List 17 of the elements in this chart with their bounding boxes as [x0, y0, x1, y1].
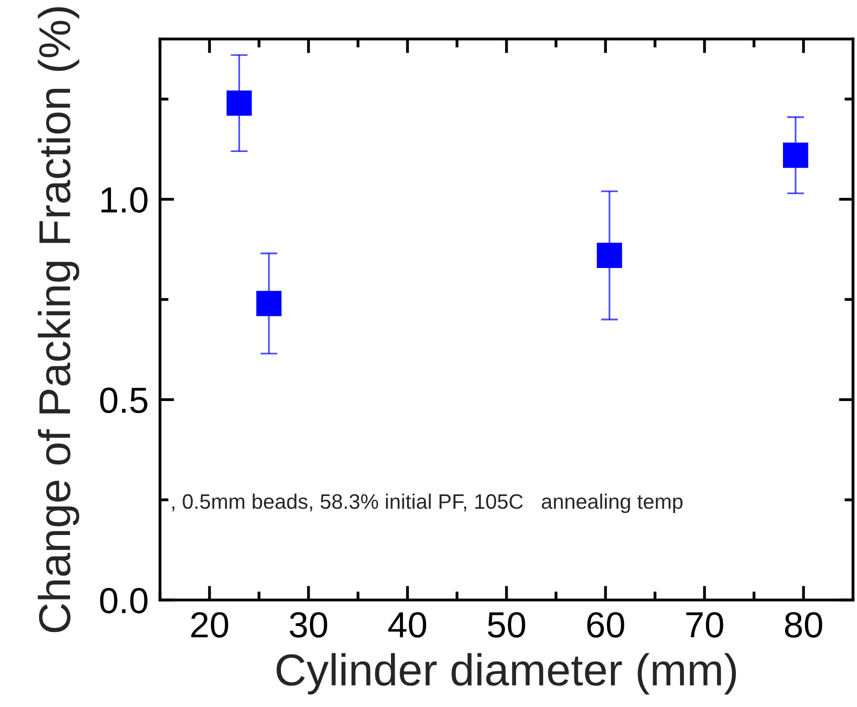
- x-axis-title: Cylinder diameter (mm): [276, 653, 736, 695]
- y-tick-label: 1.0: [101, 187, 148, 213]
- x-tick-label: 20: [191, 612, 228, 638]
- point: [782, 142, 808, 168]
- x-tick-label: 30: [290, 612, 328, 638]
- x-tick-label: 70: [686, 612, 724, 638]
- x-tick-label: 40: [388, 612, 426, 638]
- y-tick-label: 0.0: [100, 588, 148, 614]
- y-tick-label: 0.5: [100, 388, 148, 414]
- point: [256, 290, 282, 316]
- x-tick-label: 80: [784, 612, 822, 638]
- point: [226, 90, 252, 116]
- x-tick-label: 50: [488, 612, 526, 638]
- point: [596, 242, 622, 268]
- y-axis-title: Change of Packing Fraction (%): [38, 7, 80, 632]
- x-tick-label: 60: [587, 612, 624, 638]
- annotation: , 0.5mm beads, 58.3% initial PF, 105C annealing temp: [172, 494, 683, 514]
